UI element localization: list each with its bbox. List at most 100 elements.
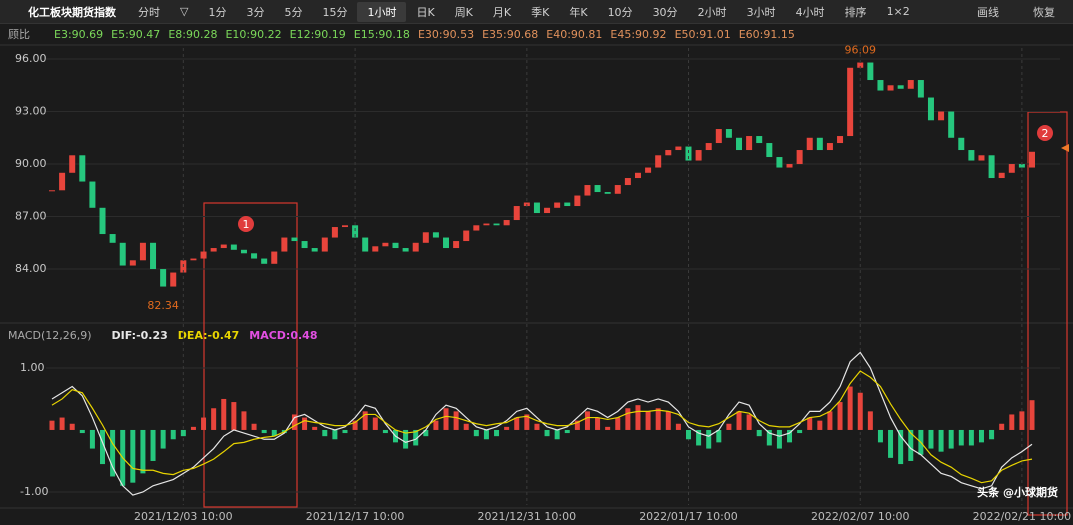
- period-button[interactable]: 周K: [454, 5, 473, 19]
- period-button[interactable]: 15分: [322, 5, 348, 19]
- candle: [655, 155, 662, 168]
- period-button[interactable]: 季K: [531, 5, 550, 19]
- candle: [261, 258, 268, 264]
- period-button[interactable]: 1×2: [886, 5, 910, 18]
- legend-item: DEA:-0.47: [178, 329, 239, 342]
- candle: [816, 137, 823, 151]
- candle: [382, 242, 389, 247]
- macd-bar: [867, 411, 873, 430]
- candle: [685, 146, 692, 161]
- period-button[interactable]: 4小时: [795, 5, 825, 19]
- macd-bar: [140, 429, 146, 474]
- period-button[interactable]: 分时: [138, 5, 160, 19]
- macd-bar: [170, 429, 176, 440]
- macd-bar: [443, 408, 449, 430]
- candle: [1018, 164, 1025, 168]
- candle: [938, 111, 945, 121]
- candle: [109, 234, 116, 243]
- candle: [412, 242, 419, 252]
- watermark: 头条 @小球期货: [977, 485, 1058, 499]
- candle: [473, 225, 480, 231]
- macd-bar: [130, 429, 136, 483]
- macd-bar: [595, 417, 601, 430]
- candle: [988, 155, 995, 179]
- candle: [160, 269, 167, 287]
- macd-bar: [696, 429, 702, 446]
- candle: [69, 155, 76, 173]
- tool-button[interactable]: 画线: [977, 5, 999, 19]
- macd-bar: [807, 417, 813, 430]
- period-button[interactable]: 年K: [569, 5, 588, 19]
- candle: [695, 150, 702, 161]
- marker-label: 2: [1042, 127, 1049, 140]
- candle: [79, 155, 86, 182]
- candle: [503, 220, 510, 226]
- macd-bar: [978, 429, 984, 443]
- candle: [493, 223, 500, 226]
- period-button[interactable]: 3分: [246, 5, 265, 19]
- macd-bar: [231, 402, 237, 430]
- candle: [725, 129, 732, 138]
- candle: [200, 251, 207, 259]
- period-button[interactable]: 5分: [284, 5, 303, 19]
- candle: [119, 242, 126, 266]
- candle: [897, 85, 904, 89]
- macd-bar: [736, 411, 742, 430]
- macd-bar: [625, 408, 631, 430]
- candle: [210, 248, 217, 252]
- candle: [736, 137, 743, 151]
- candle: [251, 253, 258, 259]
- candle: [786, 164, 793, 168]
- x-tick-label: 2022/02/21 10:00: [973, 510, 1072, 523]
- macd-bar: [746, 414, 752, 430]
- macd-bar: [797, 429, 803, 434]
- macd-bar: [211, 408, 217, 430]
- candle: [139, 242, 146, 261]
- candle: [453, 241, 460, 249]
- candle: [927, 97, 934, 121]
- macd-bar: [776, 429, 782, 449]
- low-label: 82.34: [147, 299, 179, 312]
- macd-bar: [898, 429, 904, 465]
- period-button[interactable]: 3小时: [746, 5, 776, 19]
- macd-bar: [908, 429, 914, 461]
- tool-button[interactable]: 恢复: [1033, 5, 1055, 19]
- candle: [756, 136, 763, 144]
- period-button[interactable]: 1小时: [357, 1, 407, 22]
- period-button[interactable]: 日K: [416, 5, 435, 19]
- macd-bar: [453, 411, 459, 430]
- period-button[interactable]: 2小时: [697, 5, 727, 19]
- candle: [978, 155, 985, 161]
- macd-bar: [312, 426, 318, 430]
- period-button[interactable]: 30分: [652, 5, 678, 19]
- candle: [1029, 151, 1035, 168]
- macd-bar: [362, 411, 368, 430]
- macd-bar: [433, 420, 439, 430]
- macd-bar: [665, 411, 671, 430]
- macd-bar: [726, 423, 732, 430]
- candle: [624, 178, 631, 186]
- x-tick-label: 2022/01/17 10:00: [639, 510, 738, 523]
- macd-bar: [675, 423, 681, 430]
- period-button[interactable]: 月K: [492, 5, 512, 19]
- period-button[interactable]: ▽: [180, 5, 189, 18]
- legend-item: E30:90.53: [418, 28, 474, 41]
- macd-bar: [847, 386, 853, 430]
- candle: [645, 167, 652, 173]
- candle: [614, 185, 621, 194]
- macd-bar: [968, 429, 974, 446]
- period-button[interactable]: 1分: [208, 5, 227, 19]
- candle: [443, 237, 450, 249]
- candle: [826, 143, 833, 151]
- macd-bar: [201, 417, 207, 430]
- marker-badge: [1037, 125, 1053, 141]
- macd-line: [51, 370, 1033, 484]
- legend-item: E35:90.68: [482, 28, 538, 41]
- macd-bar: [999, 423, 1005, 430]
- period-button[interactable]: 排序: [844, 5, 867, 19]
- candle: [402, 248, 409, 252]
- candle: [806, 137, 813, 151]
- macd-bar: [554, 429, 560, 440]
- period-button[interactable]: 10分: [607, 5, 633, 19]
